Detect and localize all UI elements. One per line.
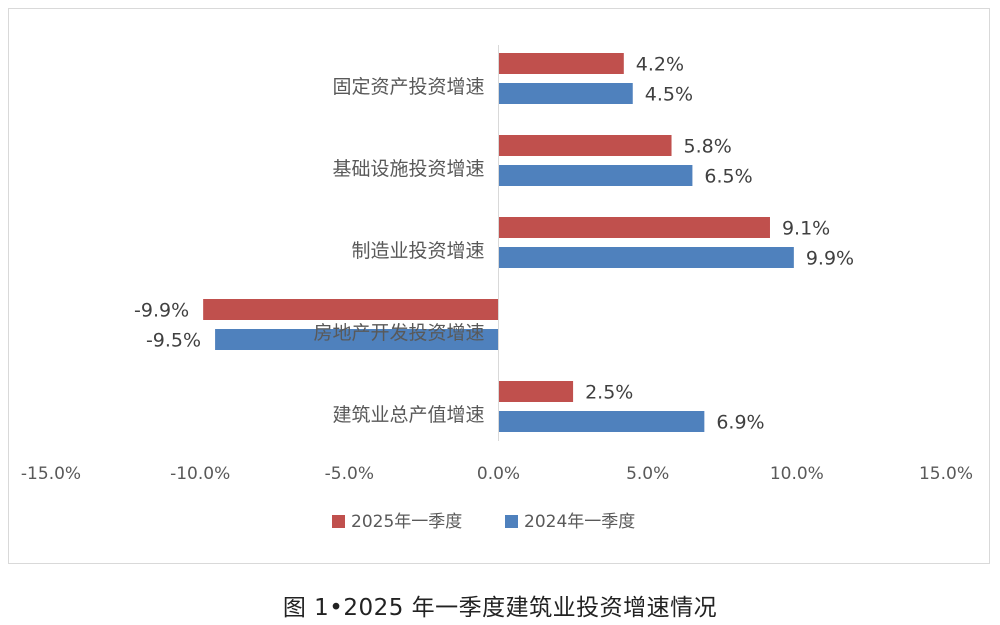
bar-2025-1 [498, 135, 672, 156]
data-label: 5.8% [684, 136, 732, 158]
bar-chart: 固定资产投资增速基础设施投资增速制造业投资增速房地产开发投资增速建筑业总产值增速… [21, 45, 973, 532]
bar-2024-1 [498, 165, 693, 186]
bar-2024-2 [498, 247, 794, 268]
x-tick-label: 10.0% [770, 464, 824, 484]
data-label: 2.5% [585, 382, 633, 404]
category-label: 建筑业总产值增速 [332, 404, 484, 426]
category-label: 基础设施投资增速 [332, 158, 484, 180]
x-tick-label: 5.0% [626, 464, 669, 484]
data-label: 6.5% [704, 166, 752, 188]
data-label: 4.2% [636, 54, 684, 76]
bar-2024-3 [215, 329, 499, 350]
data-label: -9.5% [146, 330, 201, 352]
bar-2025-4 [498, 381, 574, 402]
data-label: 9.1% [782, 218, 830, 240]
x-tick-label: 15.0% [919, 464, 973, 484]
x-tick-label: -5.0% [325, 464, 374, 484]
bar-2025-2 [498, 217, 770, 238]
category-label: 固定资产投资增速 [332, 76, 484, 98]
x-tick-label: 0.0% [477, 464, 520, 484]
category-label: 房地产开发投资增速 [313, 322, 484, 344]
chart-frame: 固定资产投资增速 基础设施投资增速制造业投资增速房地产开发投资增速建筑业总产值增速… [8, 8, 990, 564]
data-label: 4.5% [645, 84, 693, 106]
category-label: 制造业投资增速 [351, 240, 484, 262]
data-label: 6.9% [716, 412, 764, 434]
legend-swatch-2025 [332, 515, 345, 528]
x-tick-label: -10.0% [170, 464, 230, 484]
bar-2024-0 [498, 83, 633, 104]
bar-2024-4 [498, 411, 705, 432]
legend-label: 2025年一季度 [351, 512, 462, 532]
data-label: 9.9% [806, 248, 854, 270]
data-label: -9.9% [134, 300, 189, 322]
bar-2025-0 [498, 53, 624, 74]
legend-swatch-2024 [505, 515, 518, 528]
bar-2025-3 [203, 299, 499, 320]
figure-caption: 图 1•2025 年一季度建筑业投资增速情况 [282, 595, 718, 621]
legend-label: 2024年一季度 [524, 512, 635, 532]
x-tick-label: -15.0% [21, 464, 81, 484]
